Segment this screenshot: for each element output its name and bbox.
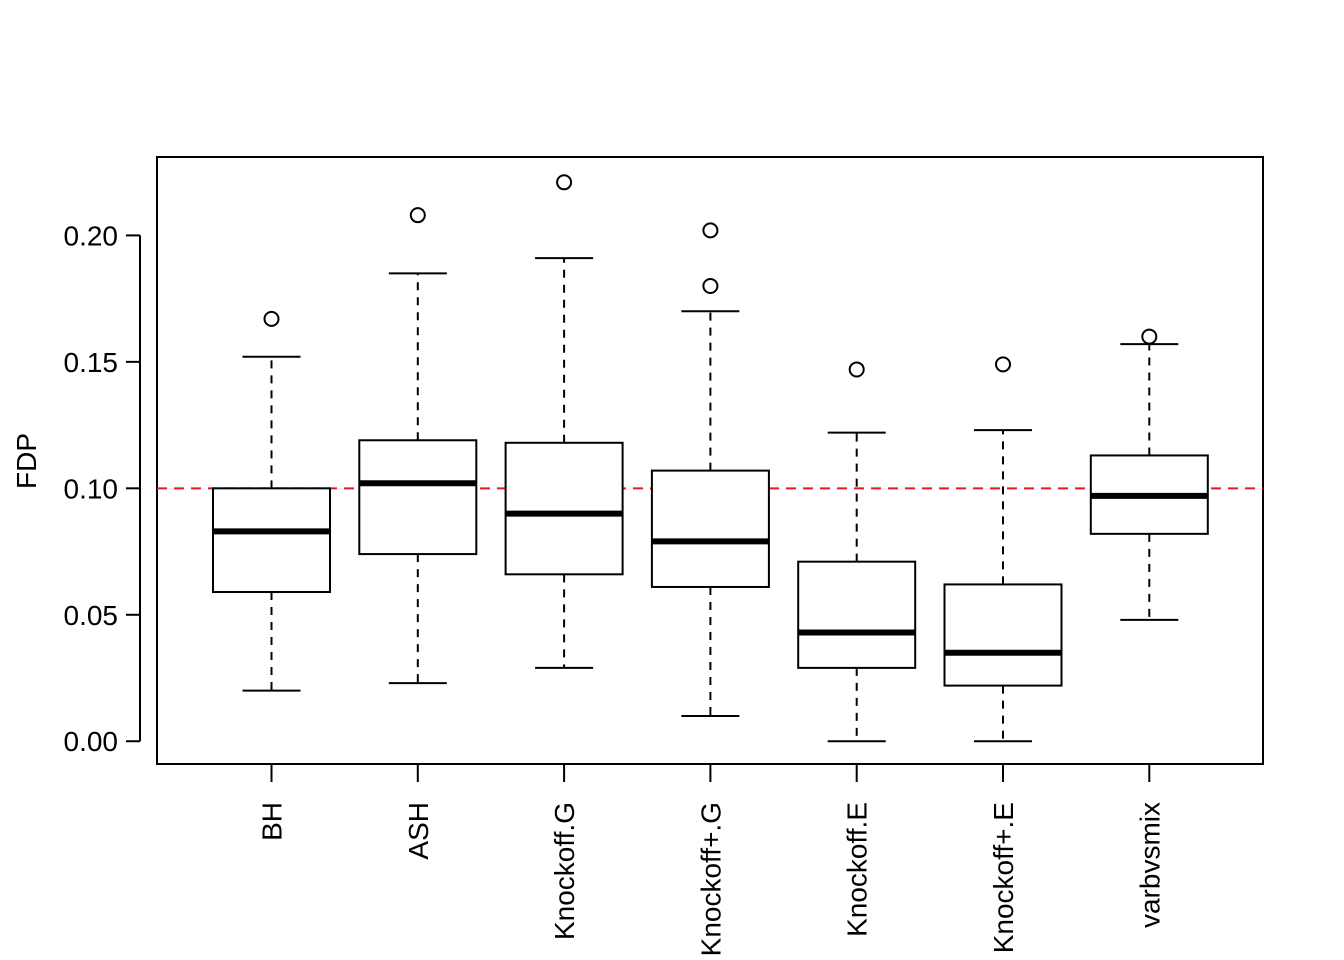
x-axis: BH ASH Knockoff.G Knockoff+.G Knockoff.E Knoc… (257, 763, 1165, 956)
box-group (797, 361, 917, 743)
box-group (358, 207, 478, 685)
outlier-point (702, 277, 719, 294)
box-group (1089, 328, 1209, 621)
box-iqr (504, 441, 624, 576)
x-tick-label: Knockoff.G (549, 802, 580, 940)
x-tick-label: Knockoff+.G (695, 802, 726, 956)
y-tick-label: 0.05 (64, 600, 119, 631)
box-iqr (797, 560, 917, 669)
x-tick-label: Knockoff+.E (988, 802, 1019, 953)
box-iqr (212, 487, 331, 594)
box-group (943, 356, 1063, 743)
outlier-point (702, 222, 719, 239)
outlier-point (1141, 328, 1158, 345)
x-tick-label: BH (257, 802, 288, 841)
box-iqr (943, 583, 1063, 687)
y-tick-label: 0.20 (64, 220, 119, 251)
box-group (650, 222, 770, 717)
box-iqr (358, 439, 478, 556)
x-tick-label: ASH (403, 802, 434, 860)
outlier-point (995, 356, 1011, 373)
outlier-point (409, 207, 426, 224)
y-axis-label: FDP (11, 433, 42, 489)
x-tick-label: Knockoff.E (842, 802, 873, 937)
y-tick-label: 0.15 (64, 347, 119, 378)
y-tick-label: 0.00 (64, 726, 119, 757)
outlier-point (263, 310, 280, 327)
x-tick-label: varbvsmix (1134, 802, 1165, 928)
box-group (212, 310, 331, 692)
outlier-point (556, 174, 573, 191)
y-tick-label: 0.10 (64, 473, 119, 504)
outlier-point (848, 361, 865, 378)
box-iqr (650, 469, 770, 588)
boxes-group (212, 174, 1209, 743)
y-axis: 0.00 0.05 0.10 0.15 0.20 (64, 220, 141, 757)
box-group (504, 174, 624, 669)
